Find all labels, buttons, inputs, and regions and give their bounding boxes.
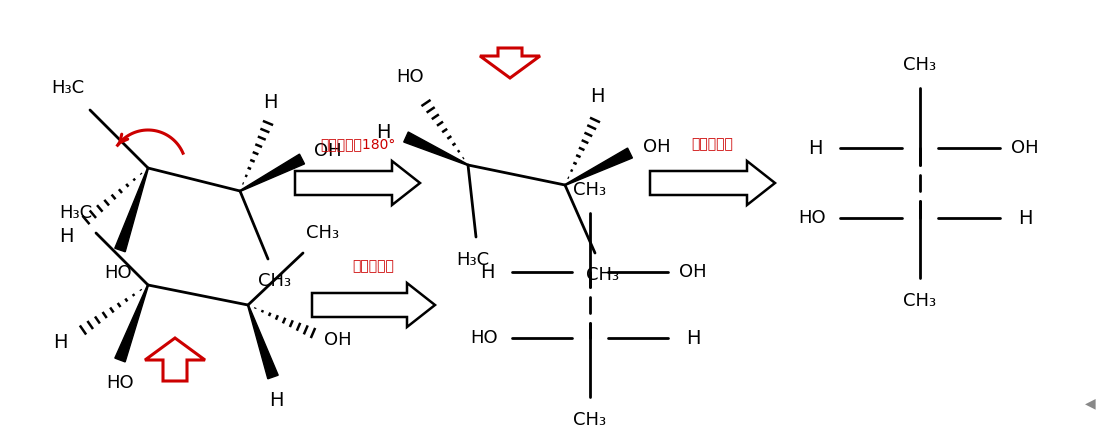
Text: H₃C: H₃C	[456, 251, 489, 269]
Text: HO: HO	[106, 374, 133, 392]
Text: 顺时针旋转180°: 顺时针旋转180°	[320, 137, 396, 151]
Text: CH₃: CH₃	[573, 181, 606, 199]
Text: OH: OH	[644, 138, 671, 156]
Text: CH₃: CH₃	[306, 224, 339, 242]
Polygon shape	[403, 132, 468, 165]
Text: CH₃: CH₃	[586, 266, 619, 284]
Text: OH: OH	[679, 263, 706, 281]
Polygon shape	[145, 338, 205, 381]
Text: H: H	[1018, 209, 1033, 227]
Text: H: H	[262, 94, 278, 113]
Polygon shape	[115, 285, 149, 362]
Polygon shape	[295, 161, 420, 205]
Text: H: H	[53, 333, 67, 352]
Text: H: H	[808, 139, 822, 158]
Text: H: H	[479, 262, 495, 281]
Text: H: H	[269, 391, 283, 410]
Text: H₃C: H₃C	[60, 204, 93, 222]
Text: OH: OH	[324, 331, 352, 349]
Polygon shape	[650, 161, 775, 205]
Text: CH₃: CH₃	[904, 292, 937, 310]
Polygon shape	[480, 48, 540, 78]
Text: H₃C: H₃C	[52, 79, 85, 97]
Text: HO: HO	[397, 68, 424, 86]
Text: 从下往上看: 从下往上看	[353, 259, 395, 273]
Text: H: H	[590, 87, 604, 107]
Text: OH: OH	[314, 142, 342, 160]
Polygon shape	[565, 148, 633, 185]
Text: CH₃: CH₃	[259, 272, 292, 290]
Polygon shape	[115, 168, 149, 252]
Polygon shape	[312, 283, 435, 327]
Text: HO: HO	[798, 209, 825, 227]
Text: ◀: ◀	[1084, 396, 1095, 410]
Text: HO: HO	[105, 264, 132, 282]
Text: 从上往下看: 从上往下看	[692, 137, 734, 151]
Text: HO: HO	[471, 329, 498, 347]
Text: H: H	[376, 123, 390, 142]
Text: CH₃: CH₃	[573, 411, 606, 429]
Polygon shape	[240, 154, 304, 191]
Polygon shape	[248, 305, 278, 379]
Text: OH: OH	[1012, 139, 1039, 157]
Text: H: H	[685, 329, 700, 348]
Text: CH₃: CH₃	[904, 56, 937, 74]
Text: H: H	[58, 226, 73, 246]
